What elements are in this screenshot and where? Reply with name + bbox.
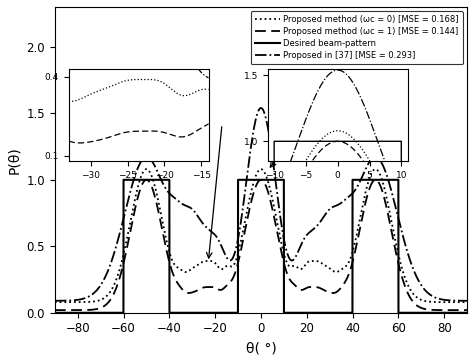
Line: Desired beam-pattern: Desired beam-pattern [55,180,467,313]
Desired beam-pattern [121,178,127,182]
Y-axis label: P(θ): P(θ) [7,146,21,174]
Line: Proposed method (ωᴄ = 1) [MSE = 0.144]: Proposed method (ωᴄ = 1) [MSE = 0.144] [55,180,467,310]
X-axis label: θ( °): θ( °) [246,341,276,355]
Proposed method (ωᴄ = 0) [MSE = 0.168] [180,269,186,273]
Proposed method (ωᴄ = 1) [MSE = 0.144] [101,304,107,308]
Desired beam-pattern [101,311,107,315]
Desired beam-pattern [180,311,186,315]
Proposed method (ωᴄ = 1) [MSE = 0.144] [464,308,470,312]
Proposed method (ωᴄ = 0) [MSE = 0.168] [464,300,470,304]
Desired beam-pattern [337,311,343,315]
Proposed method (ωᴄ = 0) [MSE = 0.168] [52,300,58,304]
Desired beam-pattern [464,311,470,315]
Proposed method (ωᴄ = 0) [MSE = 0.168] [78,300,84,304]
Proposed in [37] [MSE = 0.293] [464,299,470,303]
Proposed method (ωᴄ = 1) [MSE = 0.144] [78,308,84,312]
Desired beam-pattern [371,178,376,182]
Proposed method (ωᴄ = 0) [MSE = 0.168] [371,168,376,173]
Proposed method (ωᴄ = 1) [MSE = 0.144] [144,178,149,182]
Desired beam-pattern [52,311,58,315]
Proposed method (ωᴄ = 0) [MSE = 0.168] [101,296,107,300]
Proposed in [37] [MSE = 0.293] [101,277,107,281]
Proposed method (ωᴄ = 1) [MSE = 0.144] [371,179,376,183]
Proposed method (ωᴄ = 1) [MSE = 0.144] [52,308,58,312]
Proposed in [37] [MSE = 0.293] [337,202,343,206]
Proposed method (ωᴄ = 1) [MSE = 0.144] [180,288,186,292]
Proposed method (ωᴄ = 1) [MSE = 0.144] [337,287,343,291]
Proposed in [37] [MSE = 0.293] [371,156,376,160]
Desired beam-pattern [78,311,84,315]
Line: Proposed method (ωᴄ = 0) [MSE = 0.168]: Proposed method (ωᴄ = 0) [MSE = 0.168] [55,169,467,302]
Proposed in [37] [MSE = 0.293] [258,106,264,110]
Legend: Proposed method (ωᴄ = 0) [MSE = 0.168], Proposed method (ωᴄ = 1) [MSE = 0.144], : Proposed method (ωᴄ = 0) [MSE = 0.168], … [251,11,463,64]
Proposed in [37] [MSE = 0.293] [101,278,107,282]
Proposed in [37] [MSE = 0.293] [52,299,58,303]
Proposed method (ωᴄ = 1) [MSE = 0.144] [101,304,107,308]
Desired beam-pattern [101,311,107,315]
Proposed method (ωᴄ = 0) [MSE = 0.168] [337,269,343,273]
Proposed in [37] [MSE = 0.293] [180,202,186,206]
Proposed method (ωᴄ = 0) [MSE = 0.168] [144,167,149,171]
Proposed method (ωᴄ = 0) [MSE = 0.168] [101,296,107,300]
Proposed in [37] [MSE = 0.293] [78,297,84,302]
Line: Proposed in [37] [MSE = 0.293]: Proposed in [37] [MSE = 0.293] [55,108,467,301]
